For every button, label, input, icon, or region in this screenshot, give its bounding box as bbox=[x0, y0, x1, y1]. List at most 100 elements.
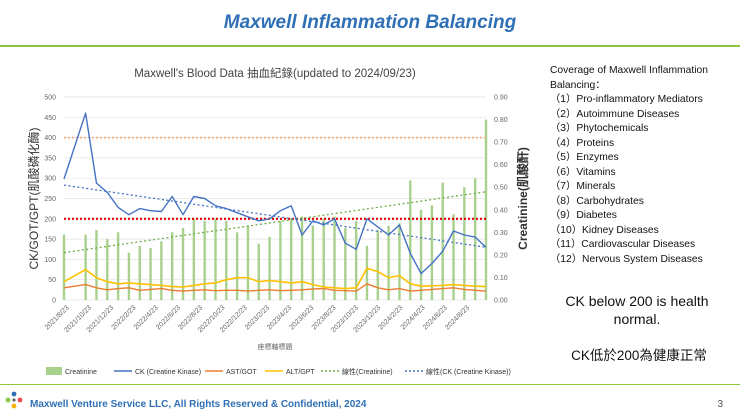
creatinine-bar bbox=[138, 245, 141, 300]
creatinine-bar bbox=[473, 178, 477, 300]
creatinine-bar bbox=[430, 205, 434, 300]
creatinine-bar bbox=[463, 187, 466, 300]
creatinine-bar bbox=[106, 239, 109, 300]
creatinine-bar bbox=[409, 180, 412, 300]
company-logo-icon bbox=[5, 391, 23, 409]
y-axis-title: CK/GOT/GPT(肌酸磷化酶) bbox=[26, 127, 41, 269]
y2-tick-label: 0.20 bbox=[494, 252, 508, 259]
y-tick-label: 100 bbox=[44, 257, 56, 264]
y2-tick-label: 0.90 bbox=[494, 95, 508, 102]
creatinine-bar bbox=[171, 232, 174, 300]
coverage-item: （7）Minerals bbox=[550, 181, 616, 192]
creatinine-bar bbox=[365, 245, 369, 300]
creatinine-bar bbox=[95, 230, 98, 300]
creatinine-bar bbox=[279, 221, 282, 300]
creatinine-bar bbox=[387, 225, 390, 300]
coverage-item: （8）Carbohydrates bbox=[550, 195, 644, 207]
creatinine-bar bbox=[160, 241, 163, 300]
y2-tick-label: 0.50 bbox=[494, 185, 508, 192]
creatinine-bar bbox=[376, 230, 379, 300]
footer-copyright: Maxwell Venture Service LLC, All Rights … bbox=[30, 399, 367, 410]
creatinine-bar bbox=[246, 225, 250, 300]
creatinine-bar bbox=[235, 232, 239, 300]
y-tick-label: 150 bbox=[44, 237, 56, 244]
y-tick-label: 250 bbox=[44, 196, 56, 203]
creatinine-bar bbox=[181, 227, 185, 300]
coverage-item: （3）Phytochemicals bbox=[550, 123, 649, 134]
footer-divider bbox=[0, 384, 740, 385]
legend-label: 線性(CK (Creatine Kinase)) bbox=[426, 367, 511, 376]
creatinine-bar bbox=[84, 234, 87, 300]
creatinine-bar bbox=[300, 216, 304, 300]
blood-data-chart: Maxwell's Blood Data 抽血紀錄(updated to 202… bbox=[26, 66, 530, 376]
y2-tick-label: 0.70 bbox=[494, 140, 508, 147]
slide-title: Maxwell Inflammation Balancing bbox=[223, 12, 517, 33]
coverage-item: （2）Autoimmune Diseases bbox=[550, 108, 680, 120]
x-tick-label: 2024/8/23 bbox=[444, 304, 471, 331]
coverage-item: （10）Kidney Diseases bbox=[550, 224, 659, 236]
creatinine-bar bbox=[398, 223, 401, 300]
ck-note-english: CK below 200 is health normal. bbox=[565, 293, 709, 327]
coverage-item: （1）Pro-inflammatory Mediators bbox=[550, 94, 703, 105]
creatinine-bar bbox=[192, 218, 196, 300]
creatinine-bar bbox=[419, 209, 423, 300]
y2-tick-label: 0.00 bbox=[494, 298, 508, 305]
coverage-item: （11）Cardiovascular Diseases bbox=[550, 239, 696, 250]
y-tick-label: 200 bbox=[44, 216, 56, 223]
creatinine-bar bbox=[311, 225, 315, 300]
y-tick-label: 50 bbox=[48, 277, 56, 284]
page-number: 3 bbox=[717, 399, 723, 410]
coverage-list: Coverage of Maxwell Inflammation Balanci… bbox=[550, 64, 736, 267]
coverage-item: （4）Proteins bbox=[550, 137, 615, 149]
creatinine-bar bbox=[452, 214, 455, 300]
series-line-ast bbox=[63, 283, 487, 292]
creatinine-bar bbox=[322, 218, 325, 300]
legend-label: CK (Creatine Kinase) bbox=[135, 369, 201, 376]
coverage-title: Coverage of Maxwell Inflammation Balanci… bbox=[550, 65, 708, 91]
creatinine-bar bbox=[149, 248, 152, 300]
y-tick-label: 0 bbox=[52, 298, 56, 305]
title-divider bbox=[0, 45, 740, 47]
legend-label: 線性(Creatinine) bbox=[342, 367, 393, 376]
creatinine-bar bbox=[290, 218, 293, 300]
plot-layer: Maxwell's Blood Data 抽血紀錄(updated to 202… bbox=[26, 66, 530, 376]
creatinine-bar bbox=[484, 119, 488, 300]
creatinine-bar bbox=[127, 252, 131, 300]
creatinine-bar bbox=[333, 216, 336, 300]
y2-tick-label: 0.80 bbox=[494, 117, 508, 124]
creatinine-bar bbox=[268, 236, 271, 300]
creatinine-bar bbox=[257, 243, 260, 300]
x-axis-title: 座標軸標題 bbox=[258, 342, 293, 351]
legend-swatch bbox=[46, 367, 62, 375]
creatinine-bar bbox=[214, 218, 217, 300]
trendline-ck bbox=[63, 184, 487, 248]
creatinine-bar bbox=[344, 227, 347, 300]
y2-axis-title: Creatinine(肌酸酐) bbox=[515, 147, 530, 250]
y2-tick-label: 0.60 bbox=[494, 162, 508, 169]
y-tick-label: 350 bbox=[44, 155, 56, 162]
coverage-item: （6）Vitamins bbox=[550, 166, 616, 178]
trendline-creatinine bbox=[63, 191, 487, 254]
y-tick-label: 400 bbox=[44, 135, 56, 142]
series-line-alt bbox=[63, 267, 487, 290]
creatinine-bar bbox=[62, 234, 66, 300]
creatinine-bar bbox=[116, 232, 120, 300]
y-tick-label: 450 bbox=[44, 115, 56, 122]
creatinine-bar bbox=[203, 221, 206, 300]
series-line-ck bbox=[63, 112, 487, 275]
y2-tick-label: 0.30 bbox=[494, 230, 508, 237]
creatinine-bar bbox=[225, 221, 228, 300]
y2-tick-label: 0.10 bbox=[494, 275, 508, 282]
legend-label: ALT/GPT bbox=[286, 369, 315, 376]
chart-title: Maxwell's Blood Data 抽血紀錄(updated to 202… bbox=[134, 66, 416, 80]
legend-label: AST/GOT bbox=[226, 369, 257, 376]
y2-tick-label: 0.40 bbox=[494, 207, 508, 214]
y-tick-label: 300 bbox=[44, 176, 56, 183]
coverage-item: （9）Diabetes bbox=[550, 210, 617, 221]
creatinine-bar bbox=[354, 221, 358, 300]
legend-label: Creatinine bbox=[65, 369, 97, 376]
y-tick-label: 500 bbox=[44, 95, 56, 102]
coverage-item: （12）Nervous System Diseases bbox=[550, 253, 703, 265]
ck-note-chinese: CK低於200為健康正常 bbox=[571, 348, 707, 363]
coverage-item: （5）Enzymes bbox=[550, 152, 619, 163]
